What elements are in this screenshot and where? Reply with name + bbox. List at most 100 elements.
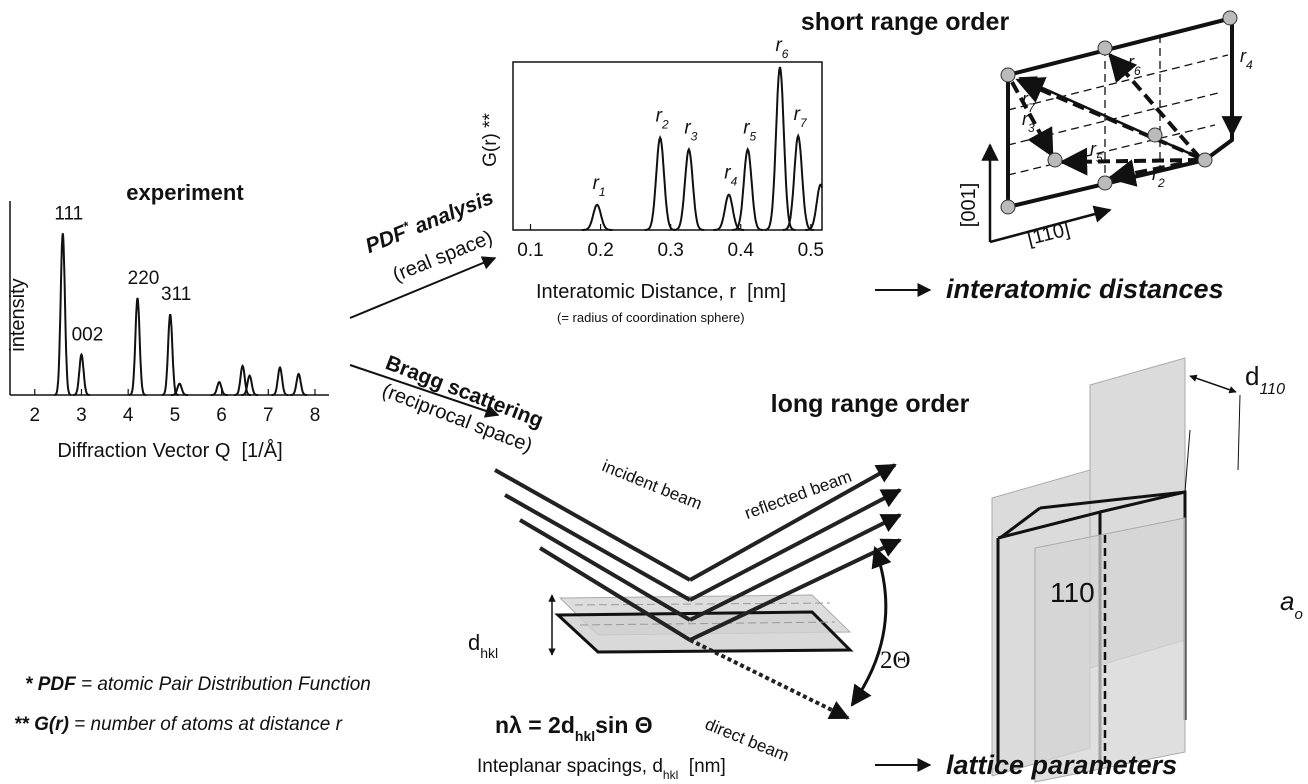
mark: ** [14, 714, 34, 735]
r: r [1128, 52, 1135, 72]
sub: hkl [575, 728, 595, 744]
distance-label: r6 [1128, 52, 1141, 78]
peak-label: r4 [724, 163, 737, 189]
peak-label: 311 [161, 284, 191, 305]
x-tick-label: 0.4 [728, 240, 755, 261]
sub: 6 [1134, 64, 1141, 78]
x-label: Diffraction Vector Q [1/Å] [57, 439, 282, 462]
sub: 4 [1246, 58, 1253, 72]
peak [210, 381, 228, 396]
peak [241, 374, 258, 396]
term: G(r) [34, 714, 69, 735]
mark: * [25, 674, 38, 695]
peak-label: r2 [656, 106, 669, 132]
sub: 2 [661, 118, 669, 132]
peak [732, 147, 764, 231]
lattice-planes [991, 357, 1241, 783]
x-tick-label: 3 [76, 405, 87, 426]
plane-spacing: d110 [1245, 361, 1285, 398]
text: = atomic Pair Distribution Function [76, 674, 371, 695]
beam-label: incident beam [599, 456, 704, 513]
x-tick-label: 8 [310, 405, 321, 426]
x-label: Inteplanar spacings, dhkl [nm] [477, 756, 726, 782]
footnote: ** G(r) = number of atoms at distance r [14, 714, 343, 735]
x-tick-label: 4 [123, 405, 134, 426]
r: r [794, 104, 801, 125]
r: r [1090, 139, 1097, 159]
law-left: nλ = 2d [495, 712, 575, 738]
peak-label: r3 [684, 117, 697, 143]
sub: 2 [1157, 176, 1165, 190]
sub: 5 [750, 129, 757, 143]
peak-label: r7 [794, 104, 808, 130]
sub: 4 [731, 175, 738, 189]
r: r [656, 106, 663, 127]
result: interatomic distances [946, 274, 1224, 304]
result: lattice parameters [946, 750, 1177, 780]
peak [54, 233, 72, 396]
peak [644, 134, 676, 231]
sub: 110 [1259, 381, 1285, 398]
peak-label: r1 [593, 173, 606, 199]
sub: o [1294, 606, 1302, 623]
peak [161, 313, 179, 396]
term: PDF [38, 674, 77, 695]
sub: 1 [599, 185, 606, 199]
x-tick-label: 0.5 [798, 240, 824, 261]
x-tick-label: 0.2 [587, 240, 613, 261]
x-tick-label: 7 [263, 405, 274, 426]
r: r [684, 117, 691, 138]
sub: 3 [1028, 121, 1035, 135]
r: r [775, 35, 782, 56]
label-left: Inteplanar spacings, d [477, 756, 663, 777]
axis-label: [001] [958, 183, 980, 227]
distance-label: r2 [1152, 164, 1165, 190]
arrow [349, 256, 497, 319]
label-right: [nm] [678, 756, 726, 777]
bragg-law: nλ = 2dhklsin Θ [495, 712, 653, 744]
r: r [1240, 46, 1247, 66]
sub: 3 [691, 129, 698, 143]
sub: 5 [1096, 151, 1103, 165]
peak [673, 147, 705, 231]
lattice-constant: ao [1280, 586, 1303, 623]
sub: hkl [663, 768, 678, 782]
x-tick-label: 5 [170, 405, 181, 426]
plane-label: 110 [1050, 577, 1095, 608]
sub: 6 [782, 47, 789, 61]
sup: * [401, 217, 412, 233]
angle-label: 2Θ [880, 647, 911, 674]
r: r [1022, 109, 1029, 129]
y-label: intensity [7, 278, 29, 351]
beam-label: reflected beam [742, 467, 854, 523]
peak [271, 365, 289, 396]
sub: 7 [1028, 101, 1036, 115]
peak [805, 183, 823, 231]
sub: 7 [800, 116, 808, 130]
r: r [724, 163, 731, 184]
peak [713, 193, 745, 231]
x-tick-label: 0.3 [657, 240, 683, 261]
x-label: Interatomic Distance, r [nm] [536, 281, 786, 303]
d: d [1245, 361, 1259, 391]
axis-label: [110] [1025, 218, 1072, 250]
spacing-label: dhkl [468, 630, 498, 661]
peak [581, 203, 613, 231]
r: r [1022, 89, 1029, 109]
peak-label: r5 [743, 117, 756, 143]
a: a [1280, 586, 1294, 616]
peak [171, 382, 188, 396]
peak [128, 297, 147, 396]
x-tick-label: 6 [216, 405, 227, 426]
peak-label: r6 [775, 35, 788, 61]
section-title: short range order [801, 8, 1010, 36]
r: r [1152, 164, 1159, 184]
peak [290, 372, 307, 396]
distance-label: r5 [1090, 139, 1103, 165]
distance-label: r7 [1022, 89, 1036, 115]
peak-label: 220 [128, 268, 160, 289]
x-tick-label: 2 [29, 405, 40, 426]
x-tick-label: 0.1 [517, 240, 543, 261]
section-title: long range order [771, 390, 970, 418]
